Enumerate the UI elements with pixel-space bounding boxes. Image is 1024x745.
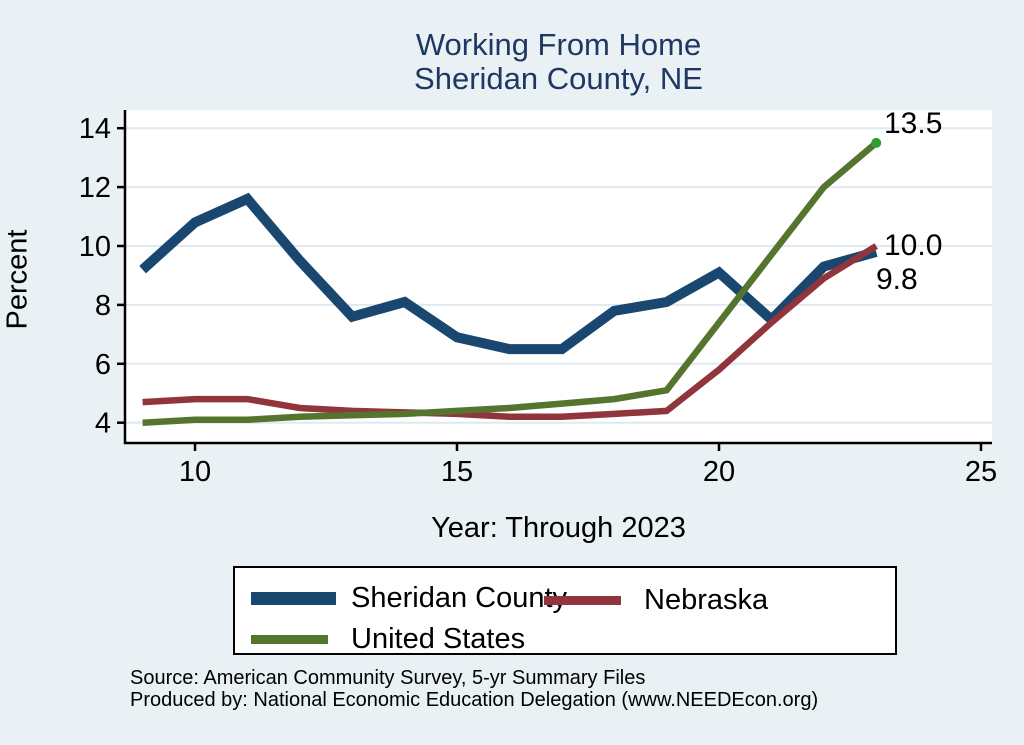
source-note: Source: American Community Survey, 5-yr … <box>130 667 646 689</box>
legend: Sheridan County Nebraska United States <box>233 566 897 655</box>
series-line-nebraska <box>142 243 878 421</box>
legend-item-united-states: United States <box>251 623 525 656</box>
gridlines <box>125 127 992 424</box>
legend-item-sheridan-county: Sheridan County <box>251 582 567 615</box>
legend-item-nebraska: Nebraska <box>544 584 768 617</box>
legend-label-nebraska: Nebraska <box>644 584 769 616</box>
end-marker-dot <box>871 137 882 148</box>
y-tick-label: 14 <box>79 113 111 145</box>
axis-spines <box>123 110 992 445</box>
united-states-line-swatch-icon <box>251 635 328 644</box>
legend-label-sheridan-county: Sheridan County <box>351 582 568 614</box>
axis-ticks: 4 6 8 10 12 14 10 15 20 25 <box>79 113 997 488</box>
y-tick-label: 6 <box>95 349 111 381</box>
y-tick-label: 12 <box>79 172 111 204</box>
y-tick-label: 4 <box>95 408 111 440</box>
x-tick-label: 20 <box>703 456 735 488</box>
chart-title-line2: Sheridan County, NE <box>414 61 703 96</box>
y-tick-label: 10 <box>79 231 111 263</box>
plot-area <box>125 110 992 443</box>
series-line-united-states <box>142 140 879 426</box>
y-axis-title: Percent <box>1 229 34 330</box>
x-tick-label: 10 <box>179 456 211 488</box>
x-tick-label: 15 <box>441 456 473 488</box>
chart-title-line1: Working From Home <box>415 27 702 62</box>
end-value-label-nebraska: 10.0 <box>884 229 943 262</box>
legend-label-united-states: United States <box>351 623 526 655</box>
end-value-label-united-states: 13.5 <box>884 107 943 140</box>
end-value-label-sheridan-county: 9.8 <box>876 263 918 296</box>
x-tick-label: 25 <box>965 456 997 488</box>
x-axis-title: Year: Through 2023 <box>431 512 686 544</box>
sheridan-county-line-swatch-icon <box>251 592 336 605</box>
series-line-sheridan-county <box>139 192 878 355</box>
produced-by-note: Produced by: National Economic Education… <box>130 689 819 711</box>
nebraska-line-swatch-icon <box>544 596 621 605</box>
y-tick-label: 8 <box>95 290 111 322</box>
